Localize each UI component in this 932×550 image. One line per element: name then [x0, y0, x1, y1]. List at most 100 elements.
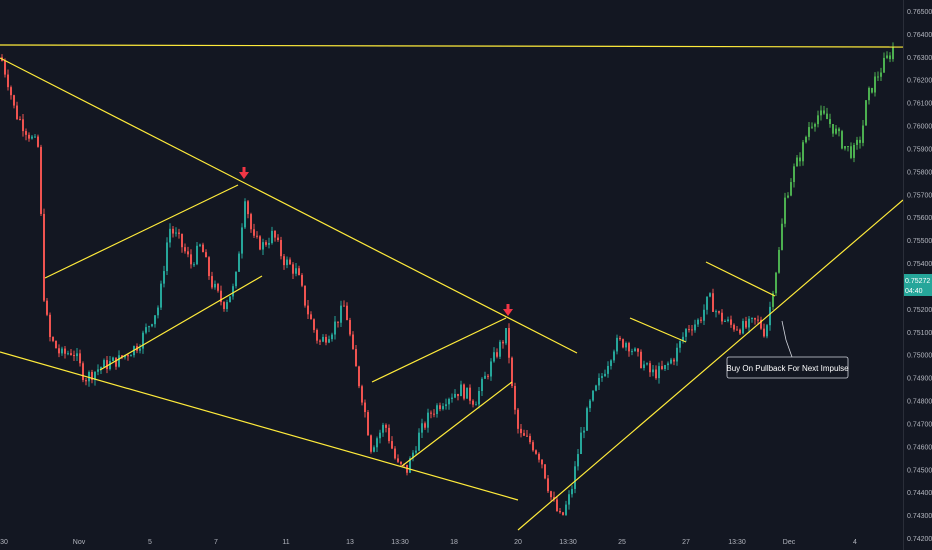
- candle-body: [193, 264, 195, 266]
- candle-body: [91, 371, 93, 380]
- candle-body: [871, 87, 873, 93]
- candle-body: [673, 359, 675, 362]
- candle-body: [223, 302, 225, 309]
- candle-body: [460, 384, 462, 397]
- candle-body: [19, 119, 21, 121]
- candle-body: [832, 124, 834, 134]
- annotation-box: [726, 356, 849, 379]
- candle-body: [643, 364, 645, 369]
- candle-body: [502, 341, 504, 344]
- candle-body: [640, 351, 642, 369]
- candle-body: [577, 454, 579, 467]
- candle-body: [139, 348, 141, 351]
- flag-2-lower-line[interactable]: [401, 381, 513, 467]
- candle-body: [445, 404, 447, 407]
- candle-body: [205, 252, 207, 258]
- candle-body: [160, 283, 162, 308]
- candle-body: [79, 353, 81, 364]
- x-axis[interactable]: 30 Nov 5 7 11 13 13:30 18 20 13:30 25 27 13:30 Dec 4: [0, 539, 857, 546]
- x-tick-label: 13:30: [391, 539, 409, 546]
- candle-body: [277, 237, 279, 241]
- candle-body: [238, 253, 240, 272]
- candle-body: [796, 157, 798, 167]
- y-tick-label: 0.74800: [907, 399, 932, 406]
- flag-1-upper-line[interactable]: [44, 184, 239, 279]
- y-tick-label: 0.75000: [907, 353, 932, 360]
- candle-body: [775, 272, 777, 294]
- x-tick-label: Nov: [73, 539, 86, 546]
- candle-body: [718, 311, 720, 313]
- y-tick-label: 0.74400: [907, 490, 932, 497]
- candle-body: [853, 144, 855, 158]
- pullback-line-2[interactable]: [705, 261, 776, 297]
- y-tick-label: 0.74600: [907, 444, 932, 451]
- y-tick-label: 0.74700: [907, 421, 932, 428]
- descending-upper-trendline[interactable]: [0, 57, 578, 354]
- flag-1-lower-line[interactable]: [99, 275, 263, 371]
- candle-body: [169, 228, 171, 243]
- candle-body: [262, 242, 264, 250]
- candle-body: [739, 329, 741, 334]
- candle-body: [478, 390, 480, 405]
- candle-body: [736, 329, 738, 331]
- candle-body: [178, 232, 180, 234]
- candle-body: [61, 348, 63, 354]
- y-axis[interactable]: 0.76500 0.76400 0.76300 0.76200 0.76100 0.760…: [903, 0, 932, 550]
- candle-body: [610, 360, 612, 366]
- candle-body: [490, 361, 492, 377]
- candle-body: [823, 110, 825, 114]
- x-tick-label: 13: [346, 539, 354, 546]
- y-tick-label: 0.76000: [907, 124, 932, 131]
- candle-body: [358, 366, 360, 387]
- candle-body: [487, 375, 489, 377]
- candle-body: [568, 494, 570, 505]
- pullback-line-1[interactable]: [629, 317, 687, 343]
- candle-body: [256, 235, 258, 237]
- candle-body: [709, 293, 711, 297]
- candle-body: [43, 213, 45, 301]
- candle-body: [475, 404, 477, 406]
- descending-lower-trendline[interactable]: [0, 351, 519, 501]
- resistance-horizontal-line[interactable]: [0, 44, 904, 48]
- candle-body: [52, 336, 54, 341]
- candle-body: [520, 428, 522, 434]
- candle-body: [538, 453, 540, 460]
- candle-body: [16, 105, 18, 120]
- candle-body: [748, 318, 750, 328]
- candle-body: [712, 293, 714, 312]
- annotation-callout[interactable]: Buy On Pullback For Next Impulse: [726, 320, 849, 379]
- x-tick-label: 13:30: [559, 539, 577, 546]
- candle-body: [397, 458, 399, 462]
- ascending-support-trendline[interactable]: [517, 199, 904, 531]
- candle-body: [844, 146, 846, 149]
- candle-body: [274, 230, 276, 238]
- y-tick-label: 0.75900: [907, 146, 932, 153]
- y-tick-label: 0.74500: [907, 467, 932, 474]
- candle-body: [586, 408, 588, 431]
- candle-body: [322, 336, 324, 342]
- candle-body: [466, 387, 468, 399]
- candle-body: [631, 351, 633, 353]
- candle-body: [130, 355, 132, 357]
- candle-body: [856, 139, 858, 145]
- candle-body: [847, 146, 849, 148]
- candle-body: [304, 285, 306, 306]
- candle-body: [85, 380, 87, 382]
- candle-body: [211, 276, 213, 288]
- candle-body: [331, 334, 333, 340]
- candle-body: [22, 119, 24, 132]
- candle-body: [781, 223, 783, 250]
- candle-body: [250, 214, 252, 230]
- candle-body: [517, 409, 519, 429]
- candle-body: [217, 283, 219, 291]
- candle-body: [88, 371, 90, 382]
- arrow-marker-2: [503, 304, 513, 316]
- candle-body: [394, 448, 396, 459]
- candle-body: [4, 60, 6, 75]
- flag-2-upper-line[interactable]: [371, 317, 507, 383]
- candle-body: [76, 353, 78, 357]
- candle-body: [544, 464, 546, 479]
- candle-body: [766, 325, 768, 337]
- candle-body: [388, 427, 390, 442]
